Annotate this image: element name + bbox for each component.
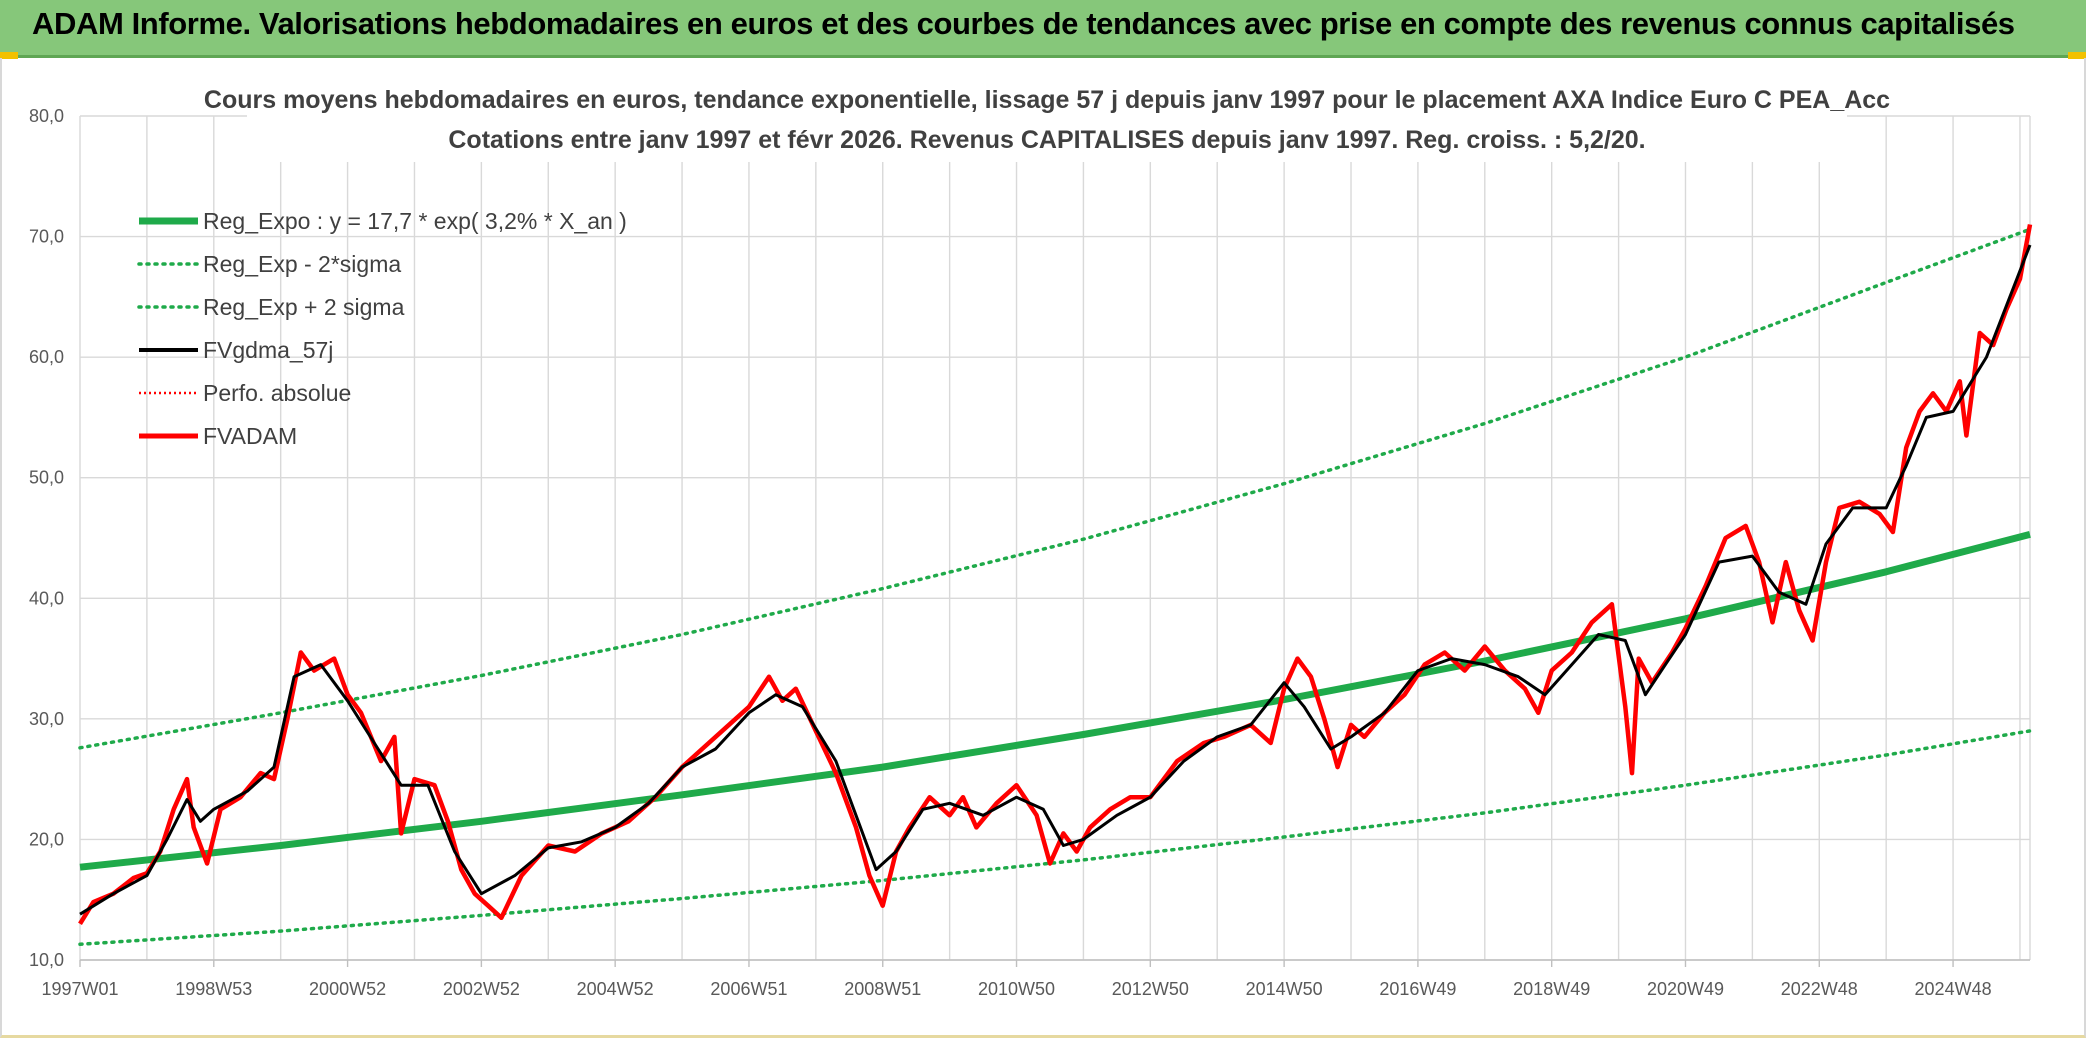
chart-series bbox=[78, 224, 2033, 947]
legend-reg-minus-2sigma: Reg_Exp - 2*sigma bbox=[137, 251, 401, 277]
legend-perfo-absolue-label: Perfo. absolue bbox=[203, 380, 351, 406]
y-tick-label: 50,0 bbox=[29, 468, 64, 488]
x-tick-label: 2018W49 bbox=[1513, 979, 1590, 999]
chart-grid bbox=[79, 115, 2031, 961]
report-banner: ADAM Informe. Valorisations hebdomadaire… bbox=[0, 0, 2086, 58]
y-tick-label: 60,0 bbox=[29, 347, 64, 367]
y-tick-label: 70,0 bbox=[29, 227, 64, 247]
legend-fvadam: FVADAM bbox=[139, 423, 297, 449]
legend-reg-minus-2sigma-label: Reg_Exp - 2*sigma bbox=[203, 251, 401, 277]
x-tick-label: 2016W49 bbox=[1379, 979, 1456, 999]
y-axis-ticks: 10,0 20,0 30,0 40,0 50,0 60,0 70,0 80,0 bbox=[29, 106, 64, 970]
banner-corner-left bbox=[0, 52, 18, 59]
series-reg-plus-2sigma bbox=[78, 227, 2032, 750]
x-tick-label: 2022W48 bbox=[1781, 979, 1858, 999]
series-reg-minus-2sigma bbox=[78, 729, 2032, 947]
legend-reg-plus-2sigma-label: Reg_Exp + 2 sigma bbox=[203, 294, 405, 320]
chart-frame: 10,0 20,0 30,0 40,0 50,0 60,0 70,0 80,0 1997W01… bbox=[0, 58, 2086, 1038]
y-tick-label: 80,0 bbox=[29, 106, 64, 126]
x-tick-label: 2012W50 bbox=[1112, 979, 1189, 999]
legend-reg-plus-2sigma: Reg_Exp + 2 sigma bbox=[137, 294, 405, 320]
x-tick-label: 2024W48 bbox=[1915, 979, 1992, 999]
y-tick-label: 10,0 bbox=[29, 950, 64, 970]
y-tick-label: 40,0 bbox=[29, 588, 64, 608]
legend-fvgdma: FVgdma_57j bbox=[139, 337, 333, 363]
x-tick-label: 2002W52 bbox=[443, 979, 520, 999]
banner-corner-right bbox=[2068, 52, 2086, 59]
chart-title: Cours moyens hebdomadaires en euros, ten… bbox=[204, 86, 1890, 114]
x-tick-label: 2020W49 bbox=[1647, 979, 1724, 999]
chart-legend: Reg_Expo : y = 17,7 * exp( 3,2% * X_an )… bbox=[137, 208, 627, 449]
chart-subtitle: Cotations entre janv 1997 et févr 2026. … bbox=[448, 126, 1645, 154]
x-tick-label: 2004W52 bbox=[577, 979, 654, 999]
legend-reg-expo: Reg_Expo : y = 17,7 * exp( 3,2% * X_an ) bbox=[139, 208, 627, 234]
y-tick-label: 20,0 bbox=[29, 829, 64, 849]
x-axis-ticks: 1997W01 1998W53 2000W52 2002W52 2004W52 2006W… bbox=[41, 960, 1992, 999]
report-title: ADAM Informe. Valorisations hebdomadaire… bbox=[32, 6, 2015, 41]
legend-reg-expo-label: Reg_Expo : y = 17,7 * exp( 3,2% * X_an ) bbox=[203, 208, 627, 234]
title-background bbox=[247, 64, 1847, 162]
legend-fvgdma-label: FVgdma_57j bbox=[203, 337, 333, 363]
x-tick-label: 1998W53 bbox=[175, 979, 252, 999]
trend-chart: 10,0 20,0 30,0 40,0 50,0 60,0 70,0 80,0 1997W01… bbox=[29, 64, 2033, 999]
x-tick-label: 1997W01 bbox=[41, 979, 118, 999]
y-tick-label: 30,0 bbox=[29, 709, 64, 729]
x-tick-label: 2008W51 bbox=[844, 979, 921, 999]
x-tick-label: 2000W52 bbox=[309, 979, 386, 999]
series-fvadam bbox=[78, 224, 2033, 925]
legend-perfo-absolue: Perfo. absolue bbox=[139, 380, 351, 406]
series-fvgdma bbox=[79, 244, 2032, 916]
legend-fvadam-label: FVADAM bbox=[203, 423, 297, 449]
x-tick-label: 2006W51 bbox=[710, 979, 787, 999]
series-reg-expo bbox=[79, 531, 2031, 871]
x-tick-label: 2014W50 bbox=[1246, 979, 1323, 999]
x-tick-label: 2010W50 bbox=[978, 979, 1055, 999]
